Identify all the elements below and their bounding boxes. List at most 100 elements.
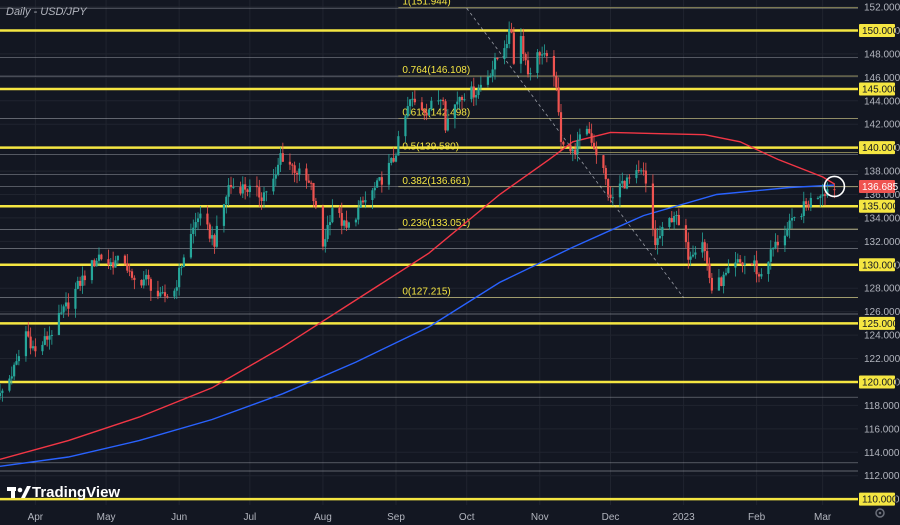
candle-body <box>701 242 704 253</box>
candle-body <box>324 239 327 247</box>
price-axis[interactable]: 110.000 112.000 114.000 116.000 118.000 120.0… <box>859 3 900 506</box>
candle-body <box>213 235 216 247</box>
time-tick-label: May <box>97 512 116 523</box>
candle-body <box>493 57 497 70</box>
candle-body <box>192 227 195 235</box>
candle-body <box>446 118 449 131</box>
candle-body <box>411 98 414 100</box>
candle-body <box>552 55 556 77</box>
candle-body <box>232 187 235 189</box>
candle-body <box>510 28 513 33</box>
key-levels <box>0 29 858 501</box>
candle-body <box>460 97 464 101</box>
candle-body <box>199 213 202 219</box>
candle-body <box>658 235 662 239</box>
candle-body <box>225 196 228 205</box>
candle-body <box>472 86 475 98</box>
candle-body <box>640 170 643 172</box>
candle-body <box>442 99 445 102</box>
candle-body <box>769 249 772 262</box>
candle-body <box>588 128 591 134</box>
candle-body <box>559 112 563 142</box>
key-level-label: 150.000 <box>862 26 899 37</box>
candle-body <box>293 165 296 173</box>
candle-body <box>380 177 383 185</box>
key-level-label-box <box>859 316 895 330</box>
candle-body <box>503 48 506 60</box>
key-level-label-box <box>859 23 895 37</box>
candle-body <box>774 241 777 248</box>
price-tick-label: 118.000 <box>864 401 900 412</box>
candle-body <box>727 267 730 273</box>
candle-body <box>562 141 565 145</box>
candle-body <box>668 218 671 227</box>
candle-body <box>833 189 836 191</box>
price-tick-label: 144.000 <box>864 96 900 107</box>
candle-body <box>76 280 79 289</box>
candle-body <box>376 180 379 188</box>
candle-body <box>378 177 381 181</box>
candle-body <box>654 228 657 246</box>
candle-body <box>279 153 282 165</box>
price-tick-label: 128.000 <box>864 284 900 295</box>
candle-body <box>196 218 200 223</box>
candle-body <box>720 277 723 286</box>
candle-body <box>790 217 794 221</box>
candle-body <box>404 116 407 137</box>
candle-body <box>246 189 249 193</box>
candle-body <box>43 336 46 345</box>
moving-averages <box>0 131 835 467</box>
candle-body <box>347 222 350 228</box>
candle-body <box>760 274 763 277</box>
candle-body <box>496 57 499 60</box>
key-level-label-box <box>859 82 895 96</box>
candle-body <box>536 52 539 74</box>
tradingview-logo[interactable]: TradingView <box>7 484 120 501</box>
candle-body <box>611 197 614 199</box>
chart-title: Daily - USD/JPY <box>6 6 87 18</box>
candle-body <box>175 287 178 291</box>
key-level-label: 135.000 <box>862 202 899 213</box>
candle-body <box>717 277 721 291</box>
candle-body <box>618 183 622 198</box>
candle-body <box>364 199 367 203</box>
price-tick-label: 112.000 <box>864 471 900 482</box>
price-tick-label: 134.000 <box>864 213 900 224</box>
candle-body <box>734 262 737 268</box>
candle-body <box>147 274 150 280</box>
candle-body <box>675 214 678 217</box>
candle-body <box>505 43 508 49</box>
candle-body <box>13 364 16 377</box>
candle-body <box>227 185 230 197</box>
price-tick-label: 146.000 <box>864 73 900 84</box>
candle-body <box>670 218 673 223</box>
candle-body <box>57 313 61 335</box>
candle-body <box>130 271 134 278</box>
candle-body <box>439 99 442 101</box>
time-axis[interactable]: Apr May Jun Jul Aug Sep Oct Nov Dec 2023 Feb Mar <box>28 512 832 523</box>
candle-body <box>739 259 742 263</box>
candle-body <box>392 158 395 162</box>
candle-body <box>757 274 761 277</box>
settings-gear-icon[interactable] <box>875 508 885 518</box>
candle-body <box>62 306 65 313</box>
key-level-label-box <box>859 258 895 272</box>
fib-label: 1(151.944) <box>402 0 450 8</box>
candle-body <box>489 76 492 78</box>
candle-body <box>656 238 659 246</box>
key-level-label: 120.000 <box>862 377 899 388</box>
key-level-label-box <box>859 141 895 155</box>
candle-body <box>592 142 596 149</box>
candle-body <box>10 376 13 379</box>
candle-body <box>112 262 115 268</box>
candle-body <box>651 183 655 229</box>
candle-body <box>248 185 251 193</box>
candle-body <box>590 133 593 143</box>
candle-body <box>394 155 398 162</box>
candle-body <box>161 292 164 294</box>
candle-body <box>74 288 77 309</box>
highlight-circle <box>823 175 846 198</box>
candle-body <box>222 204 226 226</box>
